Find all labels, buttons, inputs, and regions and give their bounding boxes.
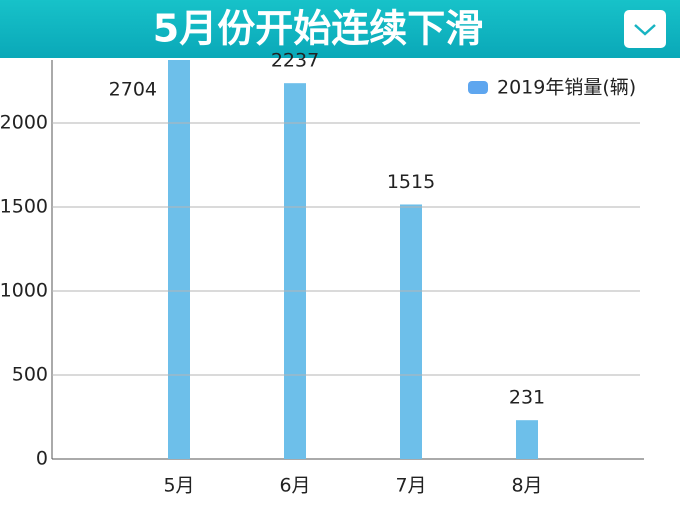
- value-label: 1515: [387, 171, 435, 193]
- y-tick-label: 1500: [0, 196, 48, 218]
- x-tick-label: 6月: [279, 475, 310, 497]
- bar: [168, 60, 190, 460]
- y-tick-label: 500: [12, 364, 48, 386]
- y-tick-label: 1000: [0, 280, 48, 302]
- menu-button[interactable]: [624, 10, 666, 48]
- y-tick-label: 0: [36, 448, 48, 470]
- header-bar: [0, 0, 680, 58]
- bar: [516, 420, 538, 459]
- value-label: 2704: [109, 79, 157, 101]
- x-tick-label: 8月: [511, 475, 542, 497]
- x-tick-label: 7月: [395, 475, 426, 497]
- value-label: 231: [509, 387, 545, 409]
- bar: [400, 204, 422, 459]
- value-label: 2237: [271, 50, 319, 72]
- legend-swatch: [468, 81, 488, 94]
- legend-label: 2019年销量(辆): [497, 77, 636, 99]
- x-tick-label: 5月: [163, 475, 194, 497]
- chart-title: 5月份开始连续下滑: [153, 7, 483, 51]
- bar: [284, 83, 306, 460]
- y-tick-label: 2000: [0, 112, 48, 134]
